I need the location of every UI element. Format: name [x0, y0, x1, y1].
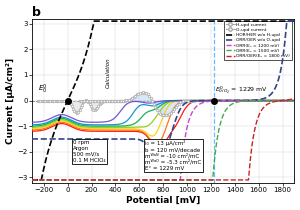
- Text: 0 rpm
Argon
500 mV/s
0.1 M HClO₄: 0 rpm Argon 500 mV/s 0.1 M HClO₄: [73, 140, 106, 163]
- Text: b: b: [32, 5, 41, 18]
- Text: i₀ = 13 μA/cm²
b = 120 mV/decade
mᵂᵃᴺ = -10 cm²/mC
mᵂᵅᴼ = -5.3 cm²/mC
E° = 1229 : i₀ = 13 μA/cm² b = 120 mV/decade mᵂᵃᴺ = …: [145, 140, 202, 171]
- Text: $E^0_{0/O_2}$ = 1229 mV: $E^0_{0/O_2}$ = 1229 mV: [215, 85, 268, 96]
- X-axis label: Potential [mV]: Potential [mV]: [126, 196, 200, 205]
- Y-axis label: Current [μA/cm²]: Current [μA/cm²]: [6, 58, 15, 144]
- Legend: H-upd current, O-upd current, HOR/HER w/o H-upd, ORR/OER w/o O-upd, ORR(E₀ = 120: H-upd current, O-upd current, HOR/HER w/…: [224, 21, 292, 60]
- Text: Calculation: Calculation: [106, 57, 111, 88]
- Text: $E^0_0$: $E^0_0$: [38, 83, 47, 96]
